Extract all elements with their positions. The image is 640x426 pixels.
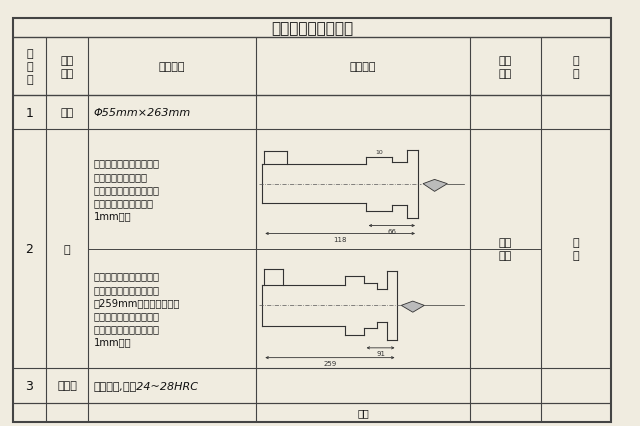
Text: 66: 66 (387, 228, 396, 234)
Text: 定位
基准: 定位 基准 (499, 55, 512, 79)
Text: 工序内容: 工序内容 (159, 62, 186, 72)
Text: 热处理: 热处理 (57, 380, 77, 391)
Text: 车: 车 (64, 244, 70, 254)
Text: 车
床: 车 床 (573, 238, 579, 261)
Text: 工序
名称: 工序 名称 (61, 55, 74, 79)
Text: Φ55mm×263mm: Φ55mm×263mm (93, 108, 191, 118)
Text: 1: 1 (26, 106, 33, 119)
Text: 备料: 备料 (61, 108, 74, 118)
Text: 手耕: 手耕 (357, 407, 369, 417)
Polygon shape (401, 302, 424, 313)
Text: 设
备: 设 备 (573, 55, 579, 79)
Text: 259: 259 (323, 360, 337, 366)
Text: 工
序
号: 工 序 号 (26, 49, 33, 85)
Text: 调头，三爪卡盘夹持工件
另一端，车端面，保证总
长259mm，钒中心孔。用
尾顶尖顶住，粗车另外四
个台阶，长度、直径均留
1mm余量: 调头，三爪卡盘夹持工件 另一端，车端面，保证总 长259mm，钒中心孔。用 尾顶… (93, 271, 180, 347)
Text: 91: 91 (376, 350, 385, 356)
Text: 调质处理,硬度24~28HRC: 调质处理,硬度24~28HRC (93, 380, 198, 391)
Text: 一夹
一顶: 一夹 一顶 (499, 238, 512, 261)
Text: 三爪卡盘夹持工件，车端
面见平，钒中心孔。
用尾顶尖顶住，粗车三个
台阶，直径、长度均留
1mm余量: 三爪卡盘夹持工件，车端 面见平，钒中心孔。 用尾顶尖顶住，粗车三个 台阶，直径、… (93, 158, 159, 221)
Text: 3: 3 (26, 379, 33, 392)
Text: 118: 118 (333, 236, 347, 242)
Text: 传动轴加工工艺过程: 传动轴加工工艺过程 (271, 21, 353, 36)
Text: 2: 2 (26, 243, 33, 256)
Polygon shape (423, 180, 447, 192)
Text: 10: 10 (375, 150, 383, 155)
Text: 工序简图: 工序简图 (350, 62, 376, 72)
